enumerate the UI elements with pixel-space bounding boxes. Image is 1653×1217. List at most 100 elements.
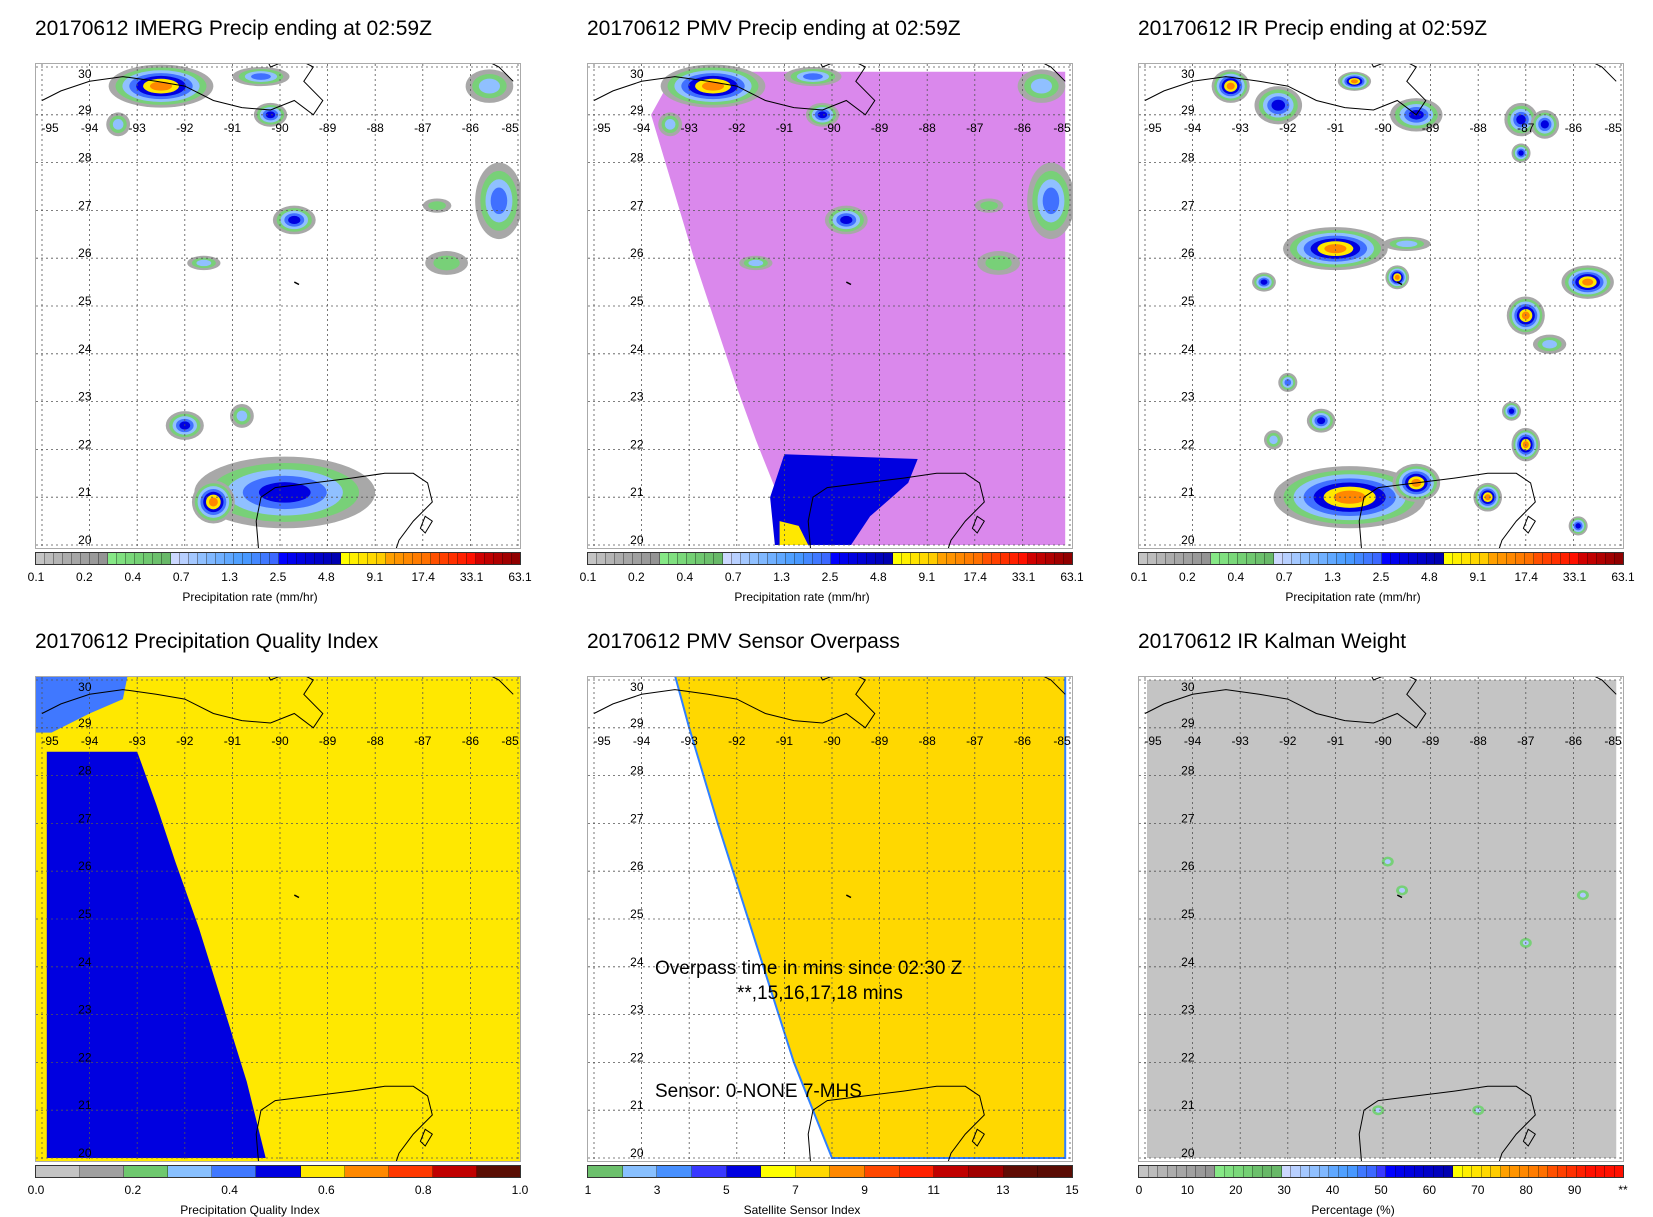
pmv-coverage-area <box>651 71 1066 546</box>
colorbar-swatch <box>947 553 957 564</box>
colorbar-ticks: 0.0 0.2 0.4 0.6 0.8 1.0 <box>28 1183 529 1199</box>
precip-cell <box>985 255 1012 271</box>
lat-tick-label: 25 <box>78 294 92 308</box>
colorbar-tick-label: 4.8 <box>318 570 335 584</box>
colorbar-tick-label: 4.8 <box>1421 570 1438 584</box>
lat-tick-label: 26 <box>1181 246 1195 260</box>
colorbar-ticks: 1 3 5 7 9 11 13 15 <box>585 1183 1079 1199</box>
precip-cell <box>1030 78 1053 94</box>
colorbar-swatch <box>1319 1166 1330 1177</box>
precip-cell <box>817 111 828 119</box>
lon-tick-label: -94 <box>81 121 99 135</box>
lat-tick-label: 30 <box>78 680 92 694</box>
colorbar-swatch <box>1329 1166 1339 1177</box>
lon-tick-label: -90 <box>1374 734 1392 748</box>
colorbar-swatch <box>632 553 642 564</box>
colorbar-swatch <box>368 553 378 564</box>
panel-title: 20170612 IR Kalman Weight <box>1138 630 1407 653</box>
lon-tick-label: -94 <box>633 734 651 748</box>
colorbar-swatch <box>440 553 450 564</box>
colorbar-swatch <box>1614 1166 1624 1177</box>
colorbar-swatch <box>884 553 894 564</box>
colorbar-swatch <box>89 553 99 564</box>
precip-cell <box>236 410 248 422</box>
colorbar-swatch <box>1516 553 1526 564</box>
colorbar-tick-label: 63.1 <box>508 570 532 584</box>
colorbar-swatch <box>53 553 63 564</box>
lat-tick-label: 26 <box>78 246 92 260</box>
pqi-low-area <box>46 751 266 1158</box>
colorbar-swatch <box>116 553 126 564</box>
colorbar-swatch <box>1046 553 1056 564</box>
lon-tick-label: -88 <box>1470 734 1488 748</box>
precip-cell <box>1575 523 1581 529</box>
precip-cell <box>1518 150 1524 156</box>
colorbar-swatch <box>1472 1166 1482 1177</box>
colorbar-swatch <box>1414 1166 1425 1177</box>
colorbar-tick-label: 15 <box>1065 1183 1079 1197</box>
lat-tick-label: 29 <box>1181 103 1195 117</box>
lon-tick-label: -87 <box>414 121 432 135</box>
colorbar-swatch <box>377 553 387 564</box>
colorbar-swatch <box>1381 553 1391 564</box>
colorbar-swatch <box>1019 553 1029 564</box>
colorbar-swatch <box>143 553 153 564</box>
colorbar-swatch <box>1588 553 1598 564</box>
colorbar-swatch <box>296 553 306 564</box>
colorbar-swatch <box>1338 1166 1349 1177</box>
colorbar-tick-label: 9.1 <box>1469 570 1487 584</box>
precip-cell <box>196 259 212 267</box>
lat-tick-label: 26 <box>78 859 92 873</box>
lon-tick-label: -93 <box>1232 121 1250 135</box>
colorbar-swatch <box>1462 553 1472 564</box>
lon-tick-label: -93 <box>129 121 147 135</box>
colorbar-swatch <box>767 553 777 564</box>
lon-tick-label: -94 <box>1184 734 1202 748</box>
colorbar-tick-label: 0.7 <box>724 570 742 584</box>
colorbar-tick-label: 3 <box>653 1183 661 1197</box>
lon-tick-label: -89 <box>1422 734 1440 748</box>
colorbar-swatch <box>1561 553 1571 564</box>
colorbar-swatch <box>503 553 513 564</box>
colorbar-swatch <box>731 553 741 564</box>
colorbar-swatch <box>893 553 903 564</box>
lat-tick-label: 22 <box>630 1050 644 1064</box>
colorbar-swatch <box>1055 553 1065 564</box>
lon-tick-label: -85 <box>1053 121 1071 135</box>
colorbar-swatch <box>588 1166 623 1177</box>
lon-tick-label: -87 <box>414 734 432 748</box>
lat-tick-label: 25 <box>630 294 644 308</box>
overpass-annotation: **,15,16,17,18 mins <box>737 983 903 1004</box>
colorbar-swatch <box>305 553 315 564</box>
lat-tick-label: 23 <box>78 1003 92 1017</box>
colorbar-swatch <box>458 553 468 564</box>
colorbar-swatch <box>1348 1166 1358 1177</box>
colorbar-swatch <box>1196 1166 1206 1177</box>
colorbar-swatch <box>251 553 261 564</box>
colorbar-swatch <box>795 1166 831 1177</box>
lat-tick-label: 26 <box>630 246 644 260</box>
colorbar-swatch <box>1228 553 1238 564</box>
colorbar-swatch <box>776 553 786 564</box>
colorbar-tick-label: 33.1 <box>1562 570 1587 584</box>
lon-tick-label: -93 <box>681 734 699 748</box>
colorbar-swatch <box>761 1166 796 1177</box>
colorbar-swatch <box>605 553 615 564</box>
colorbar-swatch <box>803 553 813 564</box>
colorbar-swatch <box>865 1166 900 1177</box>
lat-tick-label: 30 <box>630 67 644 81</box>
precip-cell <box>664 119 676 130</box>
colorbar-tick-label: 0.7 <box>172 570 190 584</box>
colorbar-swatch <box>659 553 669 564</box>
colorbar-swatch <box>1272 1166 1282 1177</box>
colorbar-swatch <box>1156 553 1166 564</box>
colorbar-swatch <box>1291 1166 1301 1177</box>
colorbar-tick-label: 20 <box>1229 1183 1243 1197</box>
colorbar-swatch <box>1262 1166 1273 1177</box>
lon-tick-label: -85 <box>501 734 519 748</box>
colorbar <box>35 1165 521 1178</box>
colorbar-swatch <box>1615 553 1624 564</box>
colorbar-swatch <box>1595 1166 1606 1177</box>
colorbar-swatch <box>413 553 423 564</box>
lon-tick-label: -90 <box>1374 121 1392 135</box>
